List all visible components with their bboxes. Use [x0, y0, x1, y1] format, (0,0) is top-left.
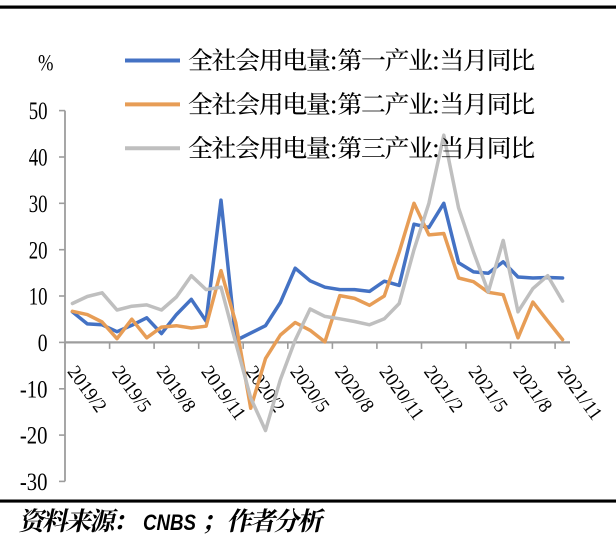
svg-text:30: 30	[29, 191, 48, 218]
svg-text:-20: -20	[20, 423, 48, 450]
svg-text:50: 50	[29, 98, 48, 125]
svg-text:40: 40	[29, 145, 48, 172]
svg-text:-30: -30	[20, 469, 48, 496]
svg-text:%: %	[38, 51, 54, 76]
svg-text:CNBS: CNBS	[143, 510, 196, 535]
svg-text:10: 10	[29, 284, 48, 311]
svg-text:20: 20	[29, 237, 48, 264]
svg-text:-10: -10	[20, 376, 48, 403]
svg-text:0: 0	[38, 330, 48, 357]
